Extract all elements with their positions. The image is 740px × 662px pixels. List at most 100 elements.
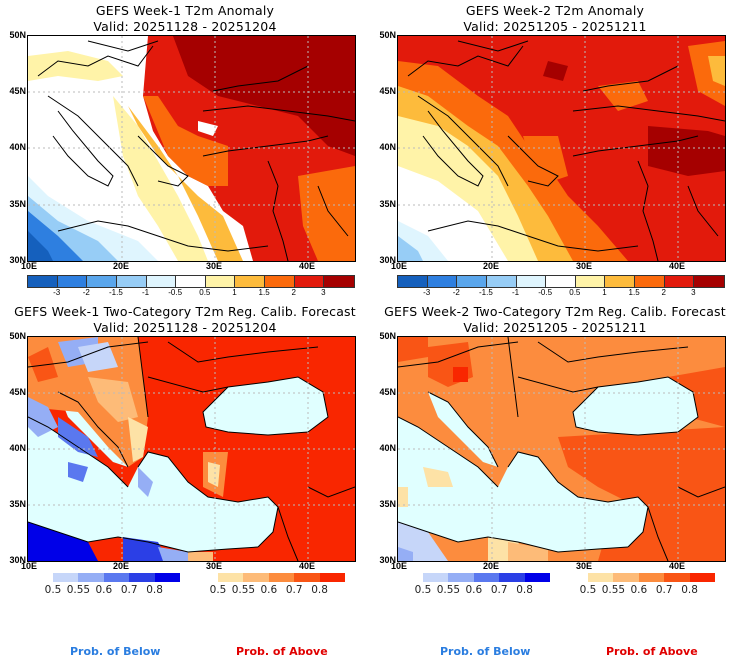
colorbar-tick-label: 0.8	[516, 584, 533, 596]
colorbar-swatch	[87, 276, 117, 287]
colorbar-swatch	[427, 276, 458, 287]
panel-title: GEFS Week-1 T2m Anomaly	[95, 3, 275, 18]
map-canvas	[28, 337, 355, 561]
colorbar-tick-label: 0.55	[231, 584, 256, 596]
colorbar-swatch	[448, 573, 474, 582]
colorbar-swatch	[268, 573, 295, 582]
colorbar-swatch	[486, 276, 517, 287]
colorbar-swatch	[588, 573, 614, 582]
colorbar-tick-label: 0.5	[414, 584, 432, 596]
colorbar-swatch	[664, 276, 695, 287]
lat-label: 35N	[9, 199, 26, 209]
prob-below-label: Prob. of Below	[70, 645, 161, 658]
anomaly-colorbar-ticks: -3 -2 -1.5 -1 -0.5 0.5 1 1.5 2 3	[397, 288, 723, 298]
prob-above-ticks: 0.5 0.55 0.6 0.7 0.8	[210, 584, 345, 596]
colorbar-swatch	[57, 276, 88, 287]
prob-below-ticks: 0.5 0.55 0.6 0.7 0.8	[45, 584, 180, 596]
colorbar-tick-label: -2	[452, 288, 460, 297]
lon-label: 40E	[668, 261, 685, 271]
colorbar-tick-label: 0.7	[490, 584, 508, 596]
panel-week1-anomaly: GEFS Week-1 T2m Anomaly Valid: 20251128 …	[0, 0, 370, 300]
colorbar-tick-label: 0.8	[146, 584, 163, 596]
colorbar-swatch	[546, 276, 576, 287]
colorbar-swatch	[235, 276, 265, 287]
colorbar-swatch	[28, 276, 58, 287]
colorbar-swatch	[524, 573, 550, 582]
lat-label: 40N	[379, 142, 396, 152]
colorbar-swatch	[638, 573, 665, 582]
colorbar-tick-label: -3	[53, 288, 61, 297]
colorbar-tick-label: -1.5	[479, 288, 493, 297]
colorbar-tick-label: -0.5	[538, 288, 553, 297]
panel-title: GEFS Week-2 Two-Category T2m Reg. Calib.…	[384, 304, 726, 319]
lon-label: 30E	[205, 561, 222, 571]
lat-label: 35N	[379, 199, 396, 209]
colorbar-swatch	[205, 276, 236, 287]
probability-map	[27, 336, 356, 562]
panel-week1-probability: GEFS Week-1 Two-Category T2m Reg. Calib.…	[0, 300, 370, 662]
prob-above-ticks: 0.5 0.55 0.6 0.7 0.8	[580, 584, 715, 596]
colorbar-tick-label: 3	[691, 288, 696, 297]
colorbar-tick-label: 2	[291, 288, 296, 297]
colorbar-tick-label: -1.5	[109, 288, 123, 297]
colorbar-tick-label: 1	[602, 288, 607, 297]
lon-label: 40E	[668, 561, 685, 571]
colorbar-tick-label: 0.7	[120, 584, 138, 596]
colorbar-tick-label: 0.5	[44, 584, 62, 596]
colorbar-tick-label: -1	[511, 288, 520, 297]
colorbar-swatch	[575, 276, 606, 287]
colorbar-tick-label: 0.6	[465, 584, 483, 596]
prob-above-label: Prob. of Above	[236, 645, 328, 658]
colorbar-tick-label: 0.5	[569, 288, 581, 297]
lat-label: 50N	[379, 30, 396, 40]
colorbar-tick-label: 0.55	[66, 584, 91, 596]
map-canvas	[398, 337, 725, 561]
prob-below-label: Prob. of Below	[440, 645, 531, 658]
colorbar-swatch	[218, 573, 244, 582]
lon-label: 40E	[298, 261, 315, 271]
lat-label: 40N	[9, 142, 26, 152]
colorbar-tick-label: -3	[423, 288, 431, 297]
colorbar-tick-label: -2	[82, 288, 90, 297]
colorbar-swatch	[154, 573, 180, 582]
colorbar-swatch	[664, 573, 690, 582]
colorbar-swatch	[319, 573, 345, 582]
panel-week2-anomaly: GEFS Week-2 T2m Anomaly Valid: 20251205 …	[370, 0, 740, 300]
lon-label: 30E	[575, 561, 592, 571]
colorbar-swatch	[265, 276, 295, 287]
lat-label: 45N	[379, 387, 396, 397]
colorbar-swatch	[294, 573, 320, 582]
colorbar-swatch	[398, 276, 428, 287]
colorbar-swatch	[689, 573, 715, 582]
lon-label: 10E	[20, 561, 37, 571]
lat-label: 30N	[9, 555, 26, 565]
anomaly-map	[397, 35, 726, 262]
colorbar-swatch	[473, 573, 500, 582]
colorbar-swatch	[613, 573, 639, 582]
colorbar-tick-label: -0.5	[168, 288, 183, 297]
colorbar-tick-label: 1.5	[628, 288, 640, 297]
colorbar-tick-label: 1.5	[258, 288, 270, 297]
colorbar-swatch	[499, 573, 525, 582]
colorbar-tick-label: 1	[232, 288, 237, 297]
lat-label: 30N	[379, 555, 396, 565]
anomaly-map	[27, 35, 356, 262]
colorbar-tick-label: 0.5	[199, 288, 211, 297]
colorbar-swatch	[53, 573, 79, 582]
lon-label: 10E	[390, 561, 407, 571]
lon-label: 20E	[112, 261, 129, 271]
colorbar-swatch	[116, 276, 147, 287]
anomaly-colorbar	[397, 275, 725, 288]
colorbar-swatch	[423, 573, 449, 582]
colorbar-swatch	[146, 276, 177, 287]
colorbar-tick-label: 0.5	[579, 584, 597, 596]
panel-week2-probability: GEFS Week-2 Two-Category T2m Reg. Calib.…	[370, 300, 740, 662]
colorbar-swatch	[457, 276, 487, 287]
colorbar-tick-label: 0.8	[681, 584, 698, 596]
lon-label: 10E	[390, 261, 407, 271]
colorbar-swatch	[243, 573, 269, 582]
colorbar-swatch	[694, 276, 724, 287]
colorbar-tick-label: 2	[661, 288, 666, 297]
lon-label: 20E	[482, 261, 499, 271]
lon-label: 20E	[112, 561, 129, 571]
